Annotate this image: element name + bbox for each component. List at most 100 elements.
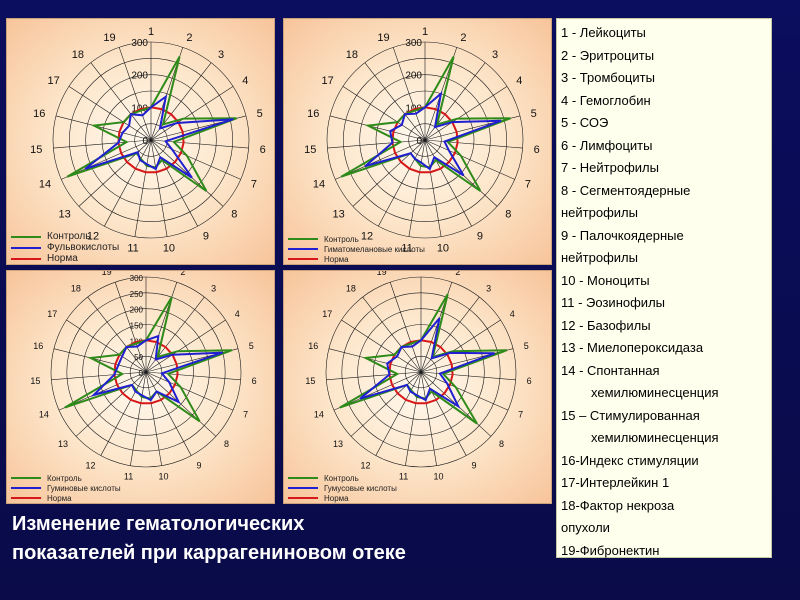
legend-text-item: опухоли	[561, 520, 610, 535]
legend-item-norm: Норма	[7, 253, 119, 264]
category-label: 4	[516, 75, 522, 87]
category-label: 13	[333, 209, 345, 221]
category-label: 3	[218, 49, 224, 61]
grid-spoke	[66, 319, 147, 373]
category-label: 18	[346, 284, 356, 294]
legend-text-item: 12 - Базофилы	[561, 317, 651, 333]
legend-item-norm: Норма	[284, 254, 425, 264]
radial-tick-label: 300	[130, 274, 144, 283]
grid-spoke	[118, 47, 152, 141]
grid-spoke	[53, 139, 152, 149]
grid-spoke	[104, 139, 152, 227]
category-label: 15	[304, 144, 316, 156]
category-label: 2	[460, 32, 466, 44]
legend-label-norm: Норма	[324, 254, 349, 264]
grid-spoke	[53, 348, 147, 373]
legend-label-control: Контроль	[324, 234, 359, 244]
category-label: 8	[499, 439, 504, 449]
legend-humus: Контроль Гумусовые кислоты Норма	[284, 473, 397, 503]
grid-spoke	[329, 115, 426, 141]
category-label: 13	[58, 439, 68, 449]
category-label: 13	[333, 439, 343, 449]
legend-hymatomelanic: Контроль Гиматомелановые кислоты Норма	[284, 234, 425, 264]
grid-spoke	[341, 319, 422, 373]
category-label: 16	[307, 108, 319, 120]
grid-spoke	[375, 371, 422, 456]
grid-spoke	[342, 86, 426, 141]
legend-label-humus: Гумусовые кислоты	[324, 483, 397, 493]
category-label: 6	[534, 144, 540, 156]
grid-spoke	[145, 371, 217, 437]
grid-spoke	[350, 371, 422, 437]
series-norm	[113, 339, 179, 405]
category-label: 1	[422, 26, 428, 38]
grid-spoke	[362, 296, 422, 373]
legend-text-item: нейтрофилы	[561, 205, 638, 220]
category-label: 3	[211, 284, 216, 294]
legend-text-item: 18-Фактор некроза	[561, 497, 675, 513]
grid-spoke	[51, 371, 147, 381]
grid-spoke	[392, 47, 426, 141]
category-label: 14	[313, 179, 325, 191]
category-label: 15	[30, 376, 40, 386]
legend-text-item: 16-Индекс стимуляции	[561, 452, 699, 468]
grid-spoke	[145, 319, 226, 373]
grid-spoke	[114, 282, 147, 373]
grid-spoke	[134, 139, 152, 237]
category-label: 12	[87, 231, 99, 243]
grid-spoke	[145, 371, 162, 466]
legend-text-item: 3 - Тромбоциты	[561, 70, 655, 85]
category-label: 15	[30, 144, 42, 156]
grid-spoke	[408, 139, 426, 237]
category-label: 16	[308, 341, 318, 351]
legend-swatch-humic	[11, 487, 41, 489]
legend-label-control: Контроль	[47, 473, 82, 483]
category-label: 10	[163, 242, 175, 254]
category-label: 11	[401, 242, 412, 254]
caption-line-1: Изменение гематологических	[12, 513, 305, 535]
grid-spoke	[68, 86, 152, 141]
grid-spoke	[55, 115, 152, 141]
category-label: 5	[531, 108, 537, 120]
legend-label-control: Контроль	[47, 231, 91, 242]
legend-text-item: 10 - Моноциты	[561, 272, 650, 288]
legend-item-humic: Гуминовые кислоты	[7, 483, 121, 493]
category-label: 12	[86, 460, 96, 470]
legend-swatch-hymatomelanic	[288, 248, 318, 250]
legend-item-control: Контроль	[284, 234, 425, 244]
legend-item-control: Контроль	[284, 473, 397, 483]
radial-tick-label: 200	[131, 71, 148, 82]
legend-text-item: 15 – Стимулированная	[561, 407, 700, 423]
category-label: 9	[471, 460, 476, 470]
grid-spoke	[364, 62, 426, 141]
category-label: 9	[196, 460, 201, 470]
category-label: 15	[305, 376, 315, 386]
category-label: 8	[505, 209, 511, 221]
grid-spoke	[327, 139, 426, 149]
legend-text-item: 4 - Гемоглобин	[561, 92, 651, 108]
radar-panel-humic: 0501001502002503001234567891011121314151…	[6, 270, 275, 504]
legend-swatch-norm	[11, 257, 41, 260]
legend-swatch-norm	[11, 497, 41, 499]
legend-swatch-humus	[288, 487, 318, 489]
category-label: 2	[186, 32, 192, 44]
grid-spoke	[145, 371, 192, 456]
category-label: 9	[477, 231, 483, 243]
grid-spoke	[90, 62, 152, 141]
category-label: 5	[249, 341, 254, 351]
grid-spoke	[424, 86, 508, 141]
legend-label-norm: Норма	[324, 493, 349, 503]
legend-text-item: 1 - Лейкоциты	[561, 25, 646, 40]
series-norm	[391, 106, 459, 174]
radial-tick-label: 200	[405, 71, 422, 82]
legend-label-hymatomelanic: Гиматомелановые кислоты	[324, 244, 425, 254]
radar-panel-hymatomelanic: 0 100 200 300 1 2 3 4 5 6 7 8 9 10 11 12 13 14 15 16 17 18 19 …	[283, 18, 552, 265]
category-label: 17	[47, 75, 59, 87]
category-label: 13	[59, 209, 71, 221]
category-label: 17	[321, 75, 333, 87]
series-treated	[359, 317, 496, 409]
grid-spoke	[75, 371, 147, 437]
category-label: 11	[127, 242, 138, 254]
category-label: 6	[527, 376, 532, 386]
grid-spoke	[150, 86, 234, 141]
